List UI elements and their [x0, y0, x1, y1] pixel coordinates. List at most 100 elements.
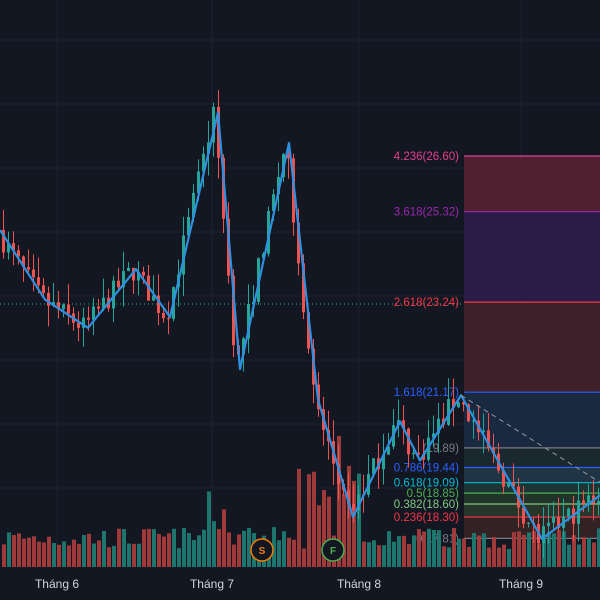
volume-bar [582, 537, 586, 567]
candle-body [247, 303, 250, 339]
candle-body [277, 177, 280, 195]
volume-bar [592, 542, 596, 567]
volume-bar [37, 541, 41, 567]
volume-bar [517, 531, 521, 567]
volume-bar [162, 536, 166, 567]
volume-bar [152, 529, 156, 567]
fib-zone [464, 493, 600, 504]
volume-bar [492, 537, 496, 567]
candle-body [307, 312, 310, 349]
candle-body [32, 269, 35, 278]
volume-bar [572, 535, 576, 567]
volume-bar [157, 534, 161, 567]
volume-bar [72, 539, 76, 567]
volume-bar [422, 531, 426, 567]
candle-body [67, 304, 70, 314]
fib-level-label: 2.618(23.24) [394, 297, 459, 309]
candle-body [337, 463, 340, 484]
fib-zone [464, 504, 600, 518]
candle-body [412, 452, 415, 455]
volume-bar [537, 543, 541, 567]
candle-body [432, 433, 435, 438]
projection-line [460, 394, 600, 483]
volume-bar [372, 540, 376, 567]
volume-bar [287, 537, 291, 567]
volume-bar [357, 473, 361, 567]
candle-body [187, 217, 190, 236]
x-tick-label: Tháng 7 [190, 577, 234, 591]
volume-bar [102, 530, 106, 567]
candle-body [242, 338, 245, 355]
x-tick-label: Tháng 8 [337, 577, 381, 591]
volume-bar [77, 543, 81, 567]
volume-bar [442, 546, 446, 567]
volume-bar [187, 532, 191, 567]
volume-bar [197, 535, 201, 567]
candle-body [142, 271, 145, 276]
candle-body [82, 317, 85, 328]
event-marker[interactable] [250, 538, 274, 562]
candle-body [92, 306, 95, 320]
volume-bar [467, 546, 471, 567]
volume-bar [397, 536, 401, 567]
candle-body [42, 285, 45, 293]
volume-bar [212, 521, 216, 567]
fib-zone [464, 467, 600, 483]
candle-body [402, 420, 405, 429]
volume-bar [232, 544, 236, 567]
volume-bar [112, 545, 116, 567]
candle-body [287, 154, 290, 159]
volume-bar [237, 534, 241, 567]
candle-body [7, 243, 10, 253]
volume-bar [292, 539, 296, 567]
candle-body [22, 256, 25, 268]
candle-body [542, 526, 545, 544]
volume-bar [477, 535, 481, 567]
candle-body [527, 522, 530, 524]
volume-bar [462, 538, 466, 567]
fib-zone [464, 482, 600, 494]
candle-body [152, 295, 155, 301]
candle-body [17, 250, 20, 257]
fib-level-label: 3.618(25.32) [394, 207, 459, 219]
candle-body [47, 292, 50, 306]
volume-bar [407, 544, 411, 567]
candle-body [472, 420, 475, 422]
candle-body [217, 106, 220, 158]
volume-bar [92, 543, 96, 567]
candle-body [197, 171, 200, 193]
volume-bar [437, 530, 441, 567]
volume-bar [227, 532, 231, 567]
candle-body [357, 494, 360, 511]
volume-bar [392, 541, 396, 567]
candle-body [512, 482, 515, 487]
fib-level-label: (19.89) [423, 443, 460, 455]
candle-body [407, 428, 410, 455]
volume-bar [402, 535, 406, 567]
candle-body [192, 192, 195, 218]
candle-body [447, 399, 450, 425]
volume-bar [57, 544, 61, 567]
candle-body [422, 454, 425, 460]
fib-level-label: 4.236(26.60) [394, 151, 459, 163]
candle-body [352, 503, 355, 511]
volume-bar [272, 527, 276, 567]
fib-level-label: 0.5(18.85) [407, 488, 460, 500]
volume-bar [302, 548, 306, 567]
volume-bar [327, 496, 331, 567]
candle-body [417, 452, 420, 455]
volume-bar [387, 531, 391, 567]
event-marker[interactable] [321, 538, 345, 562]
candle-body [202, 153, 205, 172]
candle-body [12, 243, 15, 251]
volume-bar [222, 509, 226, 567]
volume-bar [322, 490, 326, 567]
volume-bar [457, 538, 461, 567]
candle-body [297, 222, 300, 264]
volume-bar [242, 530, 246, 567]
candle-body [112, 280, 115, 309]
candle-body [387, 446, 390, 455]
